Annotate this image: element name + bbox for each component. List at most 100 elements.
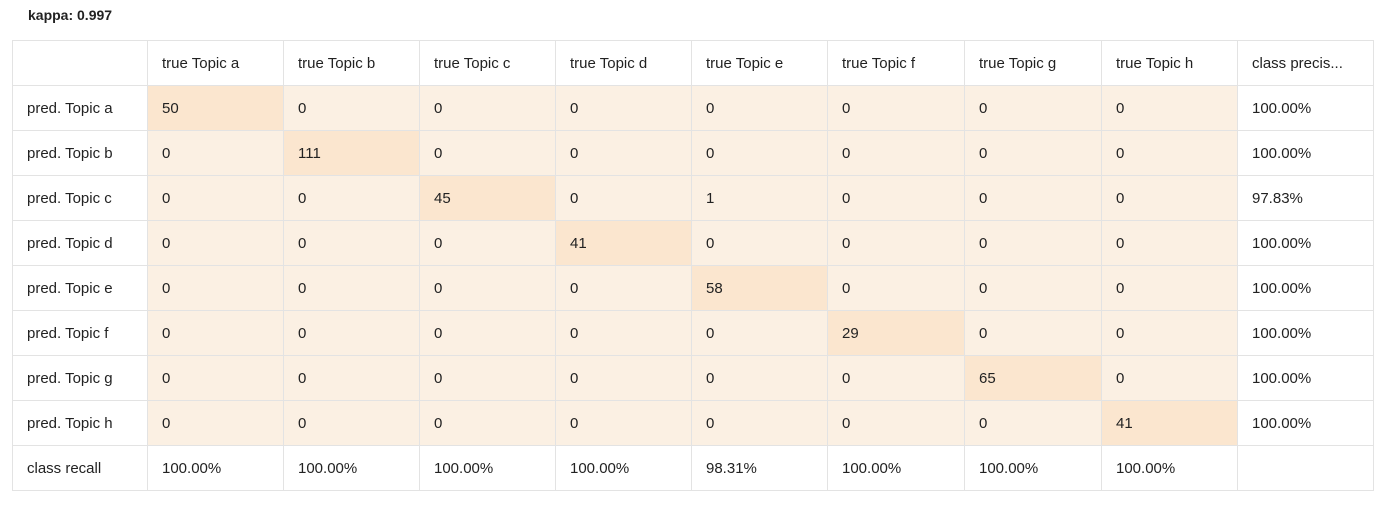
matrix-cell: 0 [419, 265, 556, 311]
matrix-cell: 0 [147, 400, 284, 446]
matrix-cell: 0 [964, 85, 1102, 131]
column-header[interactable]: true Topic b [283, 40, 420, 86]
matrix-cell: 0 [283, 175, 420, 221]
matrix-cell: 0 [147, 220, 284, 266]
matrix-cell: 0 [827, 400, 965, 446]
matrix-cell: 0 [1101, 85, 1238, 131]
class-recall-cell: 100.00% [964, 445, 1102, 491]
table-row: pred. Topic e 0 0 0 0 58 0 0 0 100.00% [12, 265, 1374, 311]
matrix-cell: 0 [827, 85, 965, 131]
matrix-cell: 0 [827, 265, 965, 311]
matrix-cell: 0 [555, 85, 692, 131]
row-header: pred. Topic e [12, 265, 148, 311]
class-recall-cell: 100.00% [1101, 445, 1238, 491]
matrix-cell: 0 [147, 175, 284, 221]
matrix-cell-diagonal: 65 [964, 355, 1102, 401]
column-header[interactable]: true Topic a [147, 40, 284, 86]
matrix-cell: 0 [964, 175, 1102, 221]
class-precision-cell: 100.00% [1237, 310, 1374, 356]
matrix-cell: 0 [1101, 130, 1238, 176]
column-header[interactable]: true Topic g [964, 40, 1102, 86]
class-recall-cell: 98.31% [691, 445, 828, 491]
matrix-cell-diagonal: 58 [691, 265, 828, 311]
confusion-matrix-body: true Topic a true Topic b true Topic c true… [12, 40, 1374, 491]
matrix-cell: 0 [147, 265, 284, 311]
class-recall-cell: 100.00% [555, 445, 692, 491]
matrix-cell: 0 [691, 310, 828, 356]
matrix-cell-diagonal: 45 [419, 175, 556, 221]
header-row: true Topic a true Topic b true Topic c true… [12, 40, 1374, 86]
matrix-cell: 0 [691, 220, 828, 266]
matrix-cell: 0 [691, 355, 828, 401]
table-row: pred. Topic h 0 0 0 0 0 0 0 41 100.00% [12, 400, 1374, 446]
matrix-cell: 0 [419, 130, 556, 176]
matrix-cell-diagonal: 29 [827, 310, 965, 356]
matrix-cell: 0 [555, 130, 692, 176]
row-header: pred. Topic c [12, 175, 148, 221]
matrix-cell: 0 [419, 220, 556, 266]
column-header[interactable]: true Topic h [1101, 40, 1238, 86]
matrix-cell: 0 [283, 400, 420, 446]
row-header: pred. Topic g [12, 355, 148, 401]
matrix-cell: 0 [555, 310, 692, 356]
matrix-cell: 0 [1101, 265, 1238, 311]
matrix-cell: 0 [147, 355, 284, 401]
matrix-cell: 0 [827, 130, 965, 176]
table-row: pred. Topic f 0 0 0 0 0 29 0 0 100.00% [12, 310, 1374, 356]
matrix-cell: 0 [283, 220, 420, 266]
corner-cell[interactable] [12, 40, 148, 86]
matrix-cell: 0 [964, 310, 1102, 356]
column-header[interactable]: true Topic c [419, 40, 556, 86]
row-header: class recall [12, 445, 148, 491]
row-header: pred. Topic f [12, 310, 148, 356]
table-row: pred. Topic b 0 111 0 0 0 0 0 0 100.00% [12, 130, 1374, 176]
column-header[interactable]: true Topic d [555, 40, 692, 86]
row-header: pred. Topic a [12, 85, 148, 131]
matrix-cell: 0 [555, 355, 692, 401]
class-recall-row: class recall 100.00% 100.00% 100.00% 100.00%… [12, 445, 1374, 491]
class-precision-cell: 100.00% [1237, 220, 1374, 266]
matrix-cell-diagonal: 50 [147, 85, 284, 131]
class-recall-cell: 100.00% [827, 445, 965, 491]
matrix-cell: 0 [691, 85, 828, 131]
matrix-cell: 0 [147, 130, 284, 176]
matrix-cell-diagonal: 41 [555, 220, 692, 266]
class-precision-cell: 100.00% [1237, 265, 1374, 311]
row-header: pred. Topic d [12, 220, 148, 266]
kappa-label: kappa: 0.997 [28, 7, 113, 23]
matrix-cell: 0 [964, 220, 1102, 266]
matrix-cell-diagonal: 111 [283, 130, 420, 176]
column-header-class-precision[interactable]: class precis... [1237, 40, 1374, 86]
matrix-cell: 0 [964, 400, 1102, 446]
matrix-cell-diagonal: 41 [1101, 400, 1238, 446]
table-row: pred. Topic g 0 0 0 0 0 0 65 0 100.00% [12, 355, 1374, 401]
matrix-cell: 0 [419, 400, 556, 446]
class-precision-cell: 100.00% [1237, 130, 1374, 176]
table-row: pred. Topic a 50 0 0 0 0 0 0 0 100.00% [12, 85, 1374, 131]
table-row: pred. Topic c 0 0 45 0 1 0 0 0 97.83% [12, 175, 1374, 221]
class-precision-cell: 100.00% [1237, 400, 1374, 446]
column-header[interactable]: true Topic e [691, 40, 828, 86]
row-header: pred. Topic h [12, 400, 148, 446]
class-precision-cell: 100.00% [1237, 355, 1374, 401]
row-header: pred. Topic b [12, 130, 148, 176]
matrix-cell: 0 [827, 355, 965, 401]
matrix-cell: 0 [555, 175, 692, 221]
matrix-cell: 0 [283, 265, 420, 311]
matrix-cell: 0 [419, 310, 556, 356]
matrix-cell: 0 [827, 220, 965, 266]
matrix-cell: 0 [283, 355, 420, 401]
matrix-cell: 0 [964, 130, 1102, 176]
matrix-cell: 0 [1101, 175, 1238, 221]
class-recall-cell: 100.00% [283, 445, 420, 491]
class-precision-cell: 100.00% [1237, 85, 1374, 131]
matrix-cell: 0 [283, 85, 420, 131]
column-header[interactable]: true Topic f [827, 40, 965, 86]
matrix-cell: 0 [1101, 355, 1238, 401]
confusion-matrix-table: true Topic a true Topic b true Topic c true… [12, 40, 1374, 491]
matrix-cell: 0 [283, 310, 420, 356]
class-recall-cell: 100.00% [419, 445, 556, 491]
class-recall-cell [1237, 445, 1374, 491]
matrix-cell: 1 [691, 175, 828, 221]
matrix-cell: 0 [419, 355, 556, 401]
